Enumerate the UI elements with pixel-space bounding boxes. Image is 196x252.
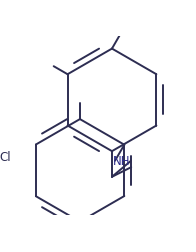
- Text: NH: NH: [113, 155, 130, 168]
- Text: Cl: Cl: [0, 151, 11, 164]
